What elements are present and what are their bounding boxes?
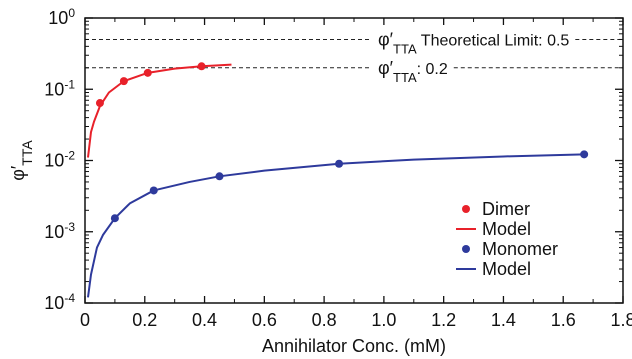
x-tick-label: 0 xyxy=(80,310,90,330)
annotation-label: φ′TTA Theoretical Limit: 0.5 xyxy=(378,29,569,56)
y-axis-title-sub: TTA xyxy=(19,140,35,166)
y-tick-label: 10-1 xyxy=(44,77,75,99)
x-tick-label: 1.2 xyxy=(431,310,456,330)
y-tick-label: 10-3 xyxy=(44,220,75,242)
legend-label: Monomer xyxy=(482,239,558,259)
x-tick-label: 0.2 xyxy=(132,310,157,330)
x-tick-label: 0.6 xyxy=(252,310,277,330)
legend-point-swatch xyxy=(462,245,470,253)
series-3 xyxy=(86,153,585,298)
data-point xyxy=(580,150,589,159)
x-axis-ticks: 0 0.2 0.4 0.6 0.8 1.0 1.2 1.4 1.6 1.8 xyxy=(80,18,632,330)
y-tick-label: 10-2 xyxy=(44,149,75,171)
x-tick-label: 1.4 xyxy=(491,310,516,330)
y-axis-title-main: φ′ xyxy=(8,165,28,181)
annotation-line-0: φ′TTA Theoretical Limit: 0.5 xyxy=(85,29,623,56)
series-0 xyxy=(95,62,206,108)
plot-frame xyxy=(84,17,624,304)
series-line xyxy=(86,63,232,158)
x-tick-label: 1.6 xyxy=(551,310,576,330)
y-tick-label: 10-4 xyxy=(44,291,75,313)
y-tick-label: 100 xyxy=(48,6,75,28)
annotations: φ′TTA Theoretical Limit: 0.5φ′TTA: 0.2 xyxy=(85,29,623,84)
series-layer xyxy=(86,62,589,298)
legend-item-3: Model xyxy=(456,259,531,279)
y-axis-ticks: 10-4 10-3 10-2 10-1 100 xyxy=(44,6,623,313)
x-tick-label: 0.4 xyxy=(192,310,217,330)
legend-item-1: Model xyxy=(456,219,531,239)
data-point xyxy=(95,99,104,108)
legend-point-swatch xyxy=(462,205,470,213)
y-axis-title: φ′TTA xyxy=(8,140,35,181)
x-axis-title: Annihilator Conc. (mM) xyxy=(262,336,446,356)
x-tick-label: 1.8 xyxy=(610,310,632,330)
annotation-line-1: φ′TTA: 0.2 xyxy=(85,58,623,85)
annotation-label: φ′TTA: 0.2 xyxy=(378,58,448,85)
legend-label: Model xyxy=(482,259,531,279)
series-line xyxy=(86,153,585,298)
legend-label: Dimer xyxy=(482,199,530,219)
legend-item-0: Dimer xyxy=(462,199,530,219)
series-1 xyxy=(86,63,232,158)
x-tick-label: 1.0 xyxy=(371,310,396,330)
x-tick-label: 0.8 xyxy=(312,310,337,330)
legend-label: Model xyxy=(482,219,531,239)
legend-item-2: Monomer xyxy=(462,239,558,259)
